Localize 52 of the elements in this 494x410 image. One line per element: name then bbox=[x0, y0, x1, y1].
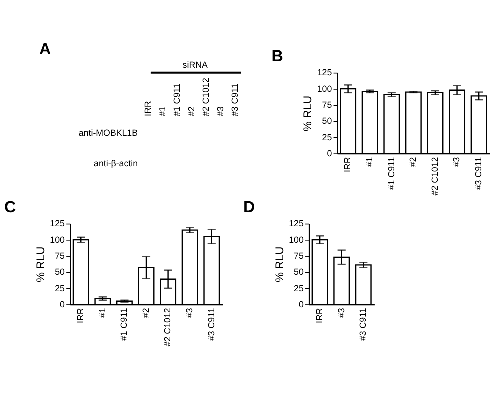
category-label: #2 bbox=[186, 106, 197, 117]
x-tick-label: #2 bbox=[408, 157, 418, 168]
x-tick-label: #3 bbox=[184, 308, 195, 318]
y-tick-label: 100 bbox=[289, 234, 304, 245]
x-tick-label: #1 bbox=[364, 157, 375, 168]
y-tick-label: 75 bbox=[55, 250, 66, 261]
x-tick-label: IRR bbox=[342, 157, 353, 173]
y-tick-label: 0 bbox=[298, 299, 304, 310]
category-label: #1 C911 bbox=[172, 84, 182, 117]
text: siRNA bbox=[182, 60, 208, 70]
y-tick-label: 0 bbox=[327, 148, 332, 158]
y-axis-title: % RLU bbox=[302, 96, 315, 132]
y-tick-label: 50 bbox=[55, 267, 66, 278]
text: anti-MOBKL1B bbox=[78, 128, 138, 138]
y-axis-title: % RLU bbox=[274, 246, 286, 283]
x-tick-label: #1 bbox=[97, 308, 108, 318]
y-axis-title: % RLU bbox=[36, 246, 48, 283]
x-tick-label: #2 bbox=[140, 308, 151, 318]
y-tick-label: 75 bbox=[322, 100, 332, 110]
text: A bbox=[40, 40, 52, 58]
x-tick-label: #3 C911 bbox=[358, 308, 368, 342]
category-label: #3 C911 bbox=[230, 84, 240, 117]
x-tick-label: #3 C911 bbox=[473, 157, 484, 190]
y-tick-label: 125 bbox=[50, 218, 66, 229]
text: anti-β-actin bbox=[94, 158, 138, 169]
x-tick-label: #1 C911 bbox=[119, 308, 130, 342]
chart-title: D bbox=[243, 198, 256, 217]
chart-title: C bbox=[4, 198, 17, 217]
category-label: #2 C1012 bbox=[201, 78, 212, 117]
y-tick-label: 125 bbox=[317, 68, 332, 78]
y-tick-label: 25 bbox=[55, 283, 66, 294]
y-tick-label: 0 bbox=[60, 299, 66, 310]
chart-title: B bbox=[272, 48, 284, 66]
y-tick-label: 25 bbox=[294, 283, 304, 294]
category-label: IRR bbox=[142, 101, 153, 117]
y-tick-label: 125 bbox=[289, 218, 304, 229]
x-tick-label: IRR bbox=[76, 308, 86, 324]
x-tick-label: #1 C911 bbox=[386, 157, 396, 190]
x-tick-label: #3 C911 bbox=[206, 308, 216, 342]
x-tick-label: #2 C1012 bbox=[430, 157, 440, 196]
y-tick-label: 50 bbox=[322, 116, 332, 126]
y-tick-label: 100 bbox=[317, 84, 332, 94]
category-label: #1 bbox=[157, 106, 168, 117]
x-tick-label: IRR bbox=[314, 308, 324, 324]
y-tick-label: 75 bbox=[294, 250, 304, 261]
x-tick-label: #3 bbox=[452, 157, 462, 168]
category-label: #3 bbox=[216, 106, 226, 117]
y-tick-label: 25 bbox=[322, 132, 332, 142]
x-tick-label: #2 C1012 bbox=[162, 308, 173, 347]
y-tick-label: 100 bbox=[50, 234, 66, 245]
x-tick-label: #3 bbox=[336, 308, 346, 318]
y-tick-label: 50 bbox=[294, 267, 304, 278]
